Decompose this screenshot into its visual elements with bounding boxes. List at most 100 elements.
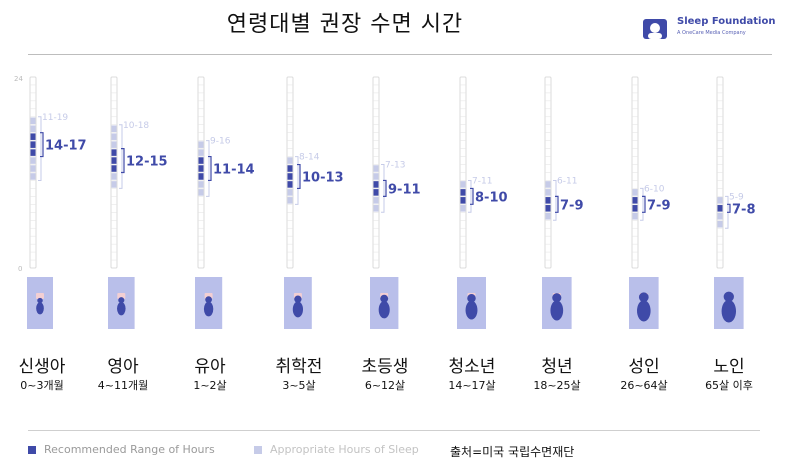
appropriate-cell	[287, 197, 293, 204]
recommended-range-label: 7-8	[732, 202, 756, 217]
recommended-cell	[198, 157, 204, 164]
appropriate-bracket	[381, 164, 385, 213]
recommended-cell	[632, 197, 638, 204]
top-divider	[28, 54, 772, 55]
sleeper-figure-icon	[465, 293, 478, 320]
pillow-icon	[36, 293, 44, 299]
recommended-range-label: 10-13	[302, 170, 344, 185]
age-group-name: 청년	[541, 357, 573, 377]
appropriate-cell	[632, 212, 638, 220]
age-group-name: 취학전	[275, 357, 323, 377]
appropriate-cell	[30, 157, 36, 164]
appropriate-cell	[30, 117, 36, 125]
age-group-name: 초등생	[361, 357, 409, 377]
appropriate-cell	[717, 212, 723, 220]
recommended-bracket	[727, 203, 731, 213]
legend-label-recommended: Recommended Range of Hours	[44, 443, 215, 456]
age-range-label: 14~17살	[448, 379, 496, 392]
page-title: 연령대별 권장 수면 시간	[226, 12, 464, 37]
appropriate-cell	[373, 197, 379, 204]
recommended-range-label: 7-9	[647, 198, 671, 213]
age-range-label: 0~3개월	[20, 379, 64, 392]
recommended-cell	[460, 197, 466, 204]
appropriate-cell	[30, 173, 36, 180]
recommended-cell	[30, 133, 36, 140]
figure-head	[638, 292, 649, 303]
sleeper-figure-icon	[378, 294, 390, 319]
sleep-foundation-logo-icon	[643, 19, 667, 39]
legend-swatch-appropriate	[254, 445, 262, 454]
recommended-range-label: 11-14	[213, 163, 255, 178]
recommended-cell	[287, 181, 293, 188]
figure-body	[637, 300, 651, 322]
age-column: 8-14 10-13	[284, 76, 344, 329]
recommended-range-label: 7-9	[560, 198, 584, 213]
age-range-label: 18~25살	[533, 379, 581, 392]
figure-body	[203, 301, 214, 317]
age-group-name: 노인	[713, 357, 745, 377]
figure-body	[465, 300, 478, 320]
age-column: 11-19 14-17	[27, 76, 87, 329]
sleeper-figure-icon	[721, 291, 737, 323]
age-column: 6-11 7-9	[542, 76, 584, 329]
recommended-bracket	[470, 187, 474, 205]
appropriate-cell	[111, 173, 117, 180]
appropriate-bracket	[553, 179, 557, 221]
appropriate-cell	[717, 197, 723, 204]
legend-item-appropriate: Appropriate Hours of Sleep	[254, 443, 419, 456]
sleeper-figure-icon	[292, 295, 304, 318]
legend-label-appropriate: Appropriate Hours of Sleep	[270, 443, 419, 456]
sleep-hours-chart: 24 0 11-19 14-17 10-18 12-15 9-16 11-14 8-14 10-1…	[14, 75, 756, 329]
appropriate-cell	[30, 125, 36, 133]
figure-body	[36, 302, 44, 315]
appropriate-cell	[373, 173, 379, 180]
appropriate-bracket	[119, 124, 123, 189]
appropriate-cell	[111, 133, 117, 140]
appropriate-cell	[717, 220, 723, 228]
recommended-range-label: 12-15	[126, 155, 168, 170]
figure-body	[292, 301, 304, 318]
appropriate-cell	[198, 149, 204, 156]
age-range-label: 26~64살	[620, 379, 668, 392]
y-tick-top: 24	[14, 75, 23, 83]
recommended-cell	[287, 173, 293, 180]
recommended-cell	[545, 197, 551, 204]
appropriate-cell	[287, 189, 293, 196]
legend: Recommended Range of Hours Appropriate H…	[22, 443, 782, 459]
age-column: 7-11 8-10	[457, 76, 508, 329]
appropriate-range-label: 6-11	[557, 176, 577, 186]
age-group-name: 신생아	[18, 357, 66, 377]
figure-body	[550, 300, 564, 321]
appropriate-cell	[30, 165, 36, 172]
recommended-cell	[198, 165, 204, 172]
sleeper-figure-icon	[550, 293, 564, 321]
appropriate-range-label: 5-9	[729, 192, 744, 202]
age-column: 7-13 9-11	[370, 76, 421, 329]
appropriate-range-label: 7-11	[472, 176, 492, 186]
appropriate-bracket	[468, 179, 472, 213]
age-group-name: 유아	[194, 357, 226, 377]
recommended-cell	[545, 205, 551, 212]
recommended-cell	[30, 149, 36, 156]
appropriate-cell	[460, 181, 466, 188]
recommended-cell	[287, 165, 293, 172]
appropriate-cell	[287, 157, 293, 164]
age-column: 10-18 12-15	[108, 76, 168, 329]
legend-swatch-recommended	[28, 445, 36, 454]
recommended-cell	[111, 165, 117, 172]
recommended-bracket	[555, 195, 559, 213]
recommended-cell	[632, 205, 638, 212]
figure-head	[380, 294, 389, 303]
age-group-name: 청소년	[448, 357, 496, 377]
brand-logo[interactable]: Sleep Foundation A OneCare Media Company	[641, 16, 791, 42]
appropriate-range-label: 6-10	[644, 184, 665, 194]
figure-head	[552, 293, 562, 303]
figure-head	[723, 291, 734, 302]
recommended-bracket	[642, 195, 646, 213]
age-range-label: 3~5살	[282, 379, 316, 392]
appropriate-cell	[545, 181, 551, 188]
sleeper-figure-icon	[36, 297, 44, 315]
bottom-divider	[28, 430, 760, 431]
age-group-name: 성인	[628, 357, 660, 377]
recommended-range-label: 9-11	[388, 182, 421, 197]
